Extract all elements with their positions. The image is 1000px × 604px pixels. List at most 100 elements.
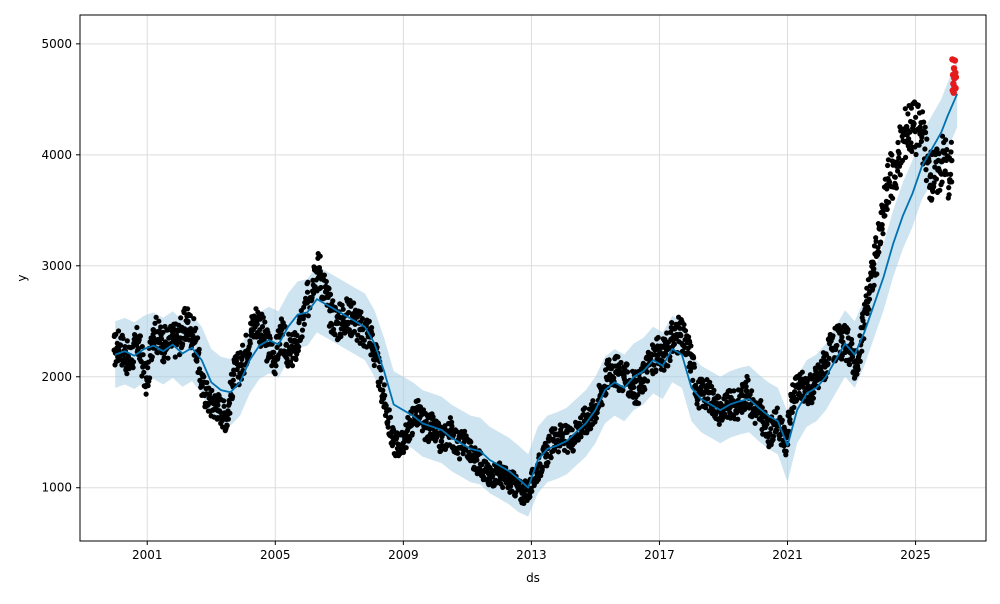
highlighted-point [952,73,960,81]
observed-point [130,365,136,371]
observed-point [508,483,514,489]
observed-point [933,176,940,182]
observed-point [593,415,600,421]
observed-point [271,349,277,355]
observed-point [243,332,249,338]
observed-point [361,337,367,343]
observed-point [688,343,694,349]
observed-point [720,415,726,421]
observed-point [309,294,315,300]
x-tick-label: 2013 [516,548,547,562]
observed-point [381,382,387,388]
observed-point [655,334,661,341]
observed-point [876,249,882,255]
observed-point [390,440,396,446]
observed-point [569,427,575,433]
observed-point [299,334,305,340]
observed-point [931,180,937,186]
observed-point [857,333,863,339]
x-tick-label: 2021 [772,548,803,562]
observed-point [339,302,345,308]
observed-point [529,488,535,494]
observed-point [884,206,890,212]
observed-point [943,137,949,143]
observed-point [864,310,870,317]
observed-point [221,398,227,404]
observed-point [644,369,650,375]
observed-point [834,342,840,349]
observed-point [156,318,162,324]
observed-point [178,315,184,321]
observed-point [455,450,461,456]
y-tick-label: 5000 [41,37,72,51]
observed-point [866,306,872,312]
observed-point [849,340,855,347]
plot-frame [79,14,987,542]
observed-point [296,344,302,350]
observed-point [378,367,384,373]
observed-point [678,333,684,339]
observed-point [892,174,898,180]
observed-point [929,196,935,202]
observed-point [427,426,433,432]
y-tick-label: 1000 [41,481,72,495]
observed-point [884,186,890,192]
observed-point [462,428,468,434]
observed-point [618,359,624,366]
observed-point [694,401,700,407]
observed-point [152,320,158,326]
observed-point [764,421,770,427]
observed-point [477,461,483,467]
observed-point [185,306,191,312]
observed-point [624,369,631,375]
observed-point [161,359,167,365]
observed-point [642,386,648,392]
observed-point [285,363,291,369]
observed-point [185,318,191,324]
observed-point [317,253,323,259]
observed-point [124,371,130,377]
observed-point [882,213,888,219]
observed-point [768,426,774,432]
observed-point [403,445,409,451]
observed-point [301,321,307,327]
y-tick-label: 4000 [41,148,72,162]
observed-point [919,134,925,140]
observed-point [665,363,671,369]
observed-point [153,314,159,320]
observed-point [543,454,549,460]
observed-point [944,147,950,153]
observed-point [792,389,798,395]
observed-point [896,150,902,156]
observed-point [299,327,306,333]
observed-point [535,476,542,482]
observed-point [753,412,759,419]
observed-point [875,245,881,251]
observed-point [338,333,344,340]
observed-point [847,361,853,368]
observed-point [449,423,455,429]
observed-point [669,320,675,326]
observed-point [449,419,455,425]
observed-point [117,343,123,349]
observed-point [165,355,171,361]
observed-point [351,300,357,306]
observed-point [787,416,793,422]
observed-point [637,375,643,381]
observed-point [137,333,143,339]
observed-point [845,326,851,333]
observed-point [204,380,210,386]
observed-point [897,172,903,178]
observed-point [916,142,922,148]
observed-point [387,414,394,420]
observed-point [318,284,324,291]
observed-point [799,369,805,375]
observed-point [745,377,751,383]
observed-point [260,314,266,320]
observed-point [911,121,917,127]
observed-point [923,177,930,184]
observed-point [545,459,551,466]
observed-point [921,119,927,125]
x-tick-label: 2017 [644,548,675,562]
